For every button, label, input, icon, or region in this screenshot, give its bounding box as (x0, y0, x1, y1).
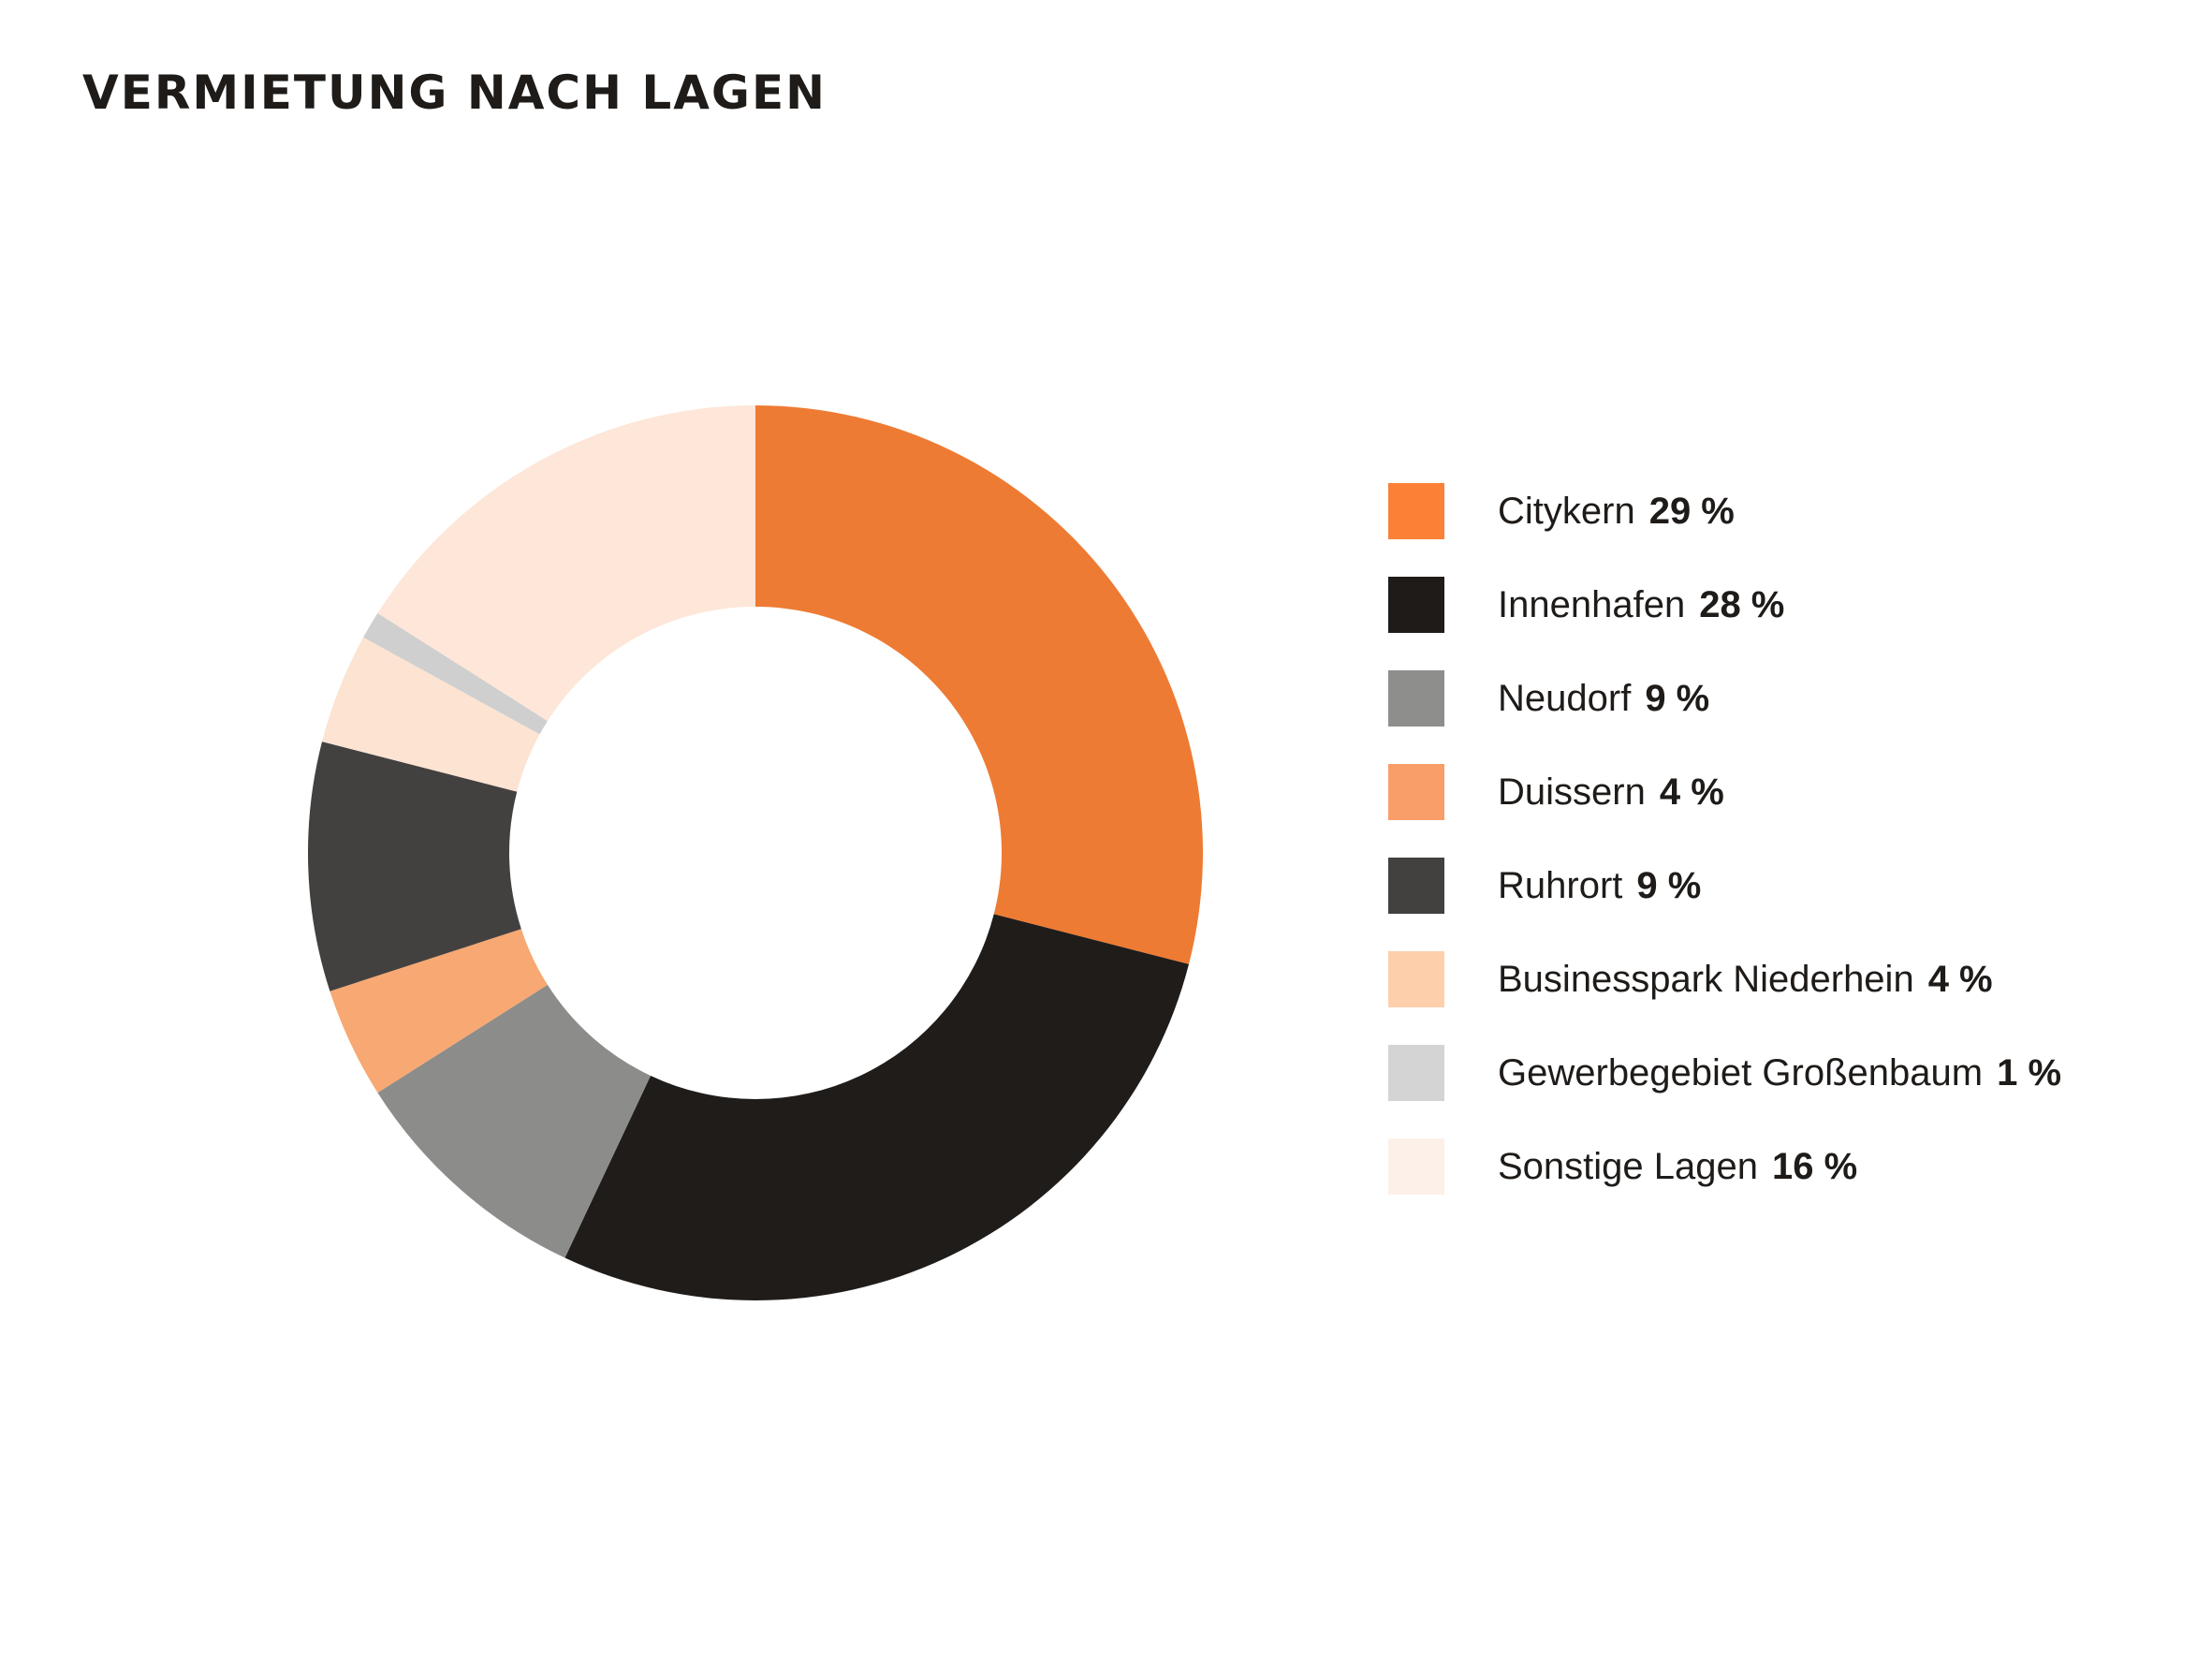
legend-item-businesspark-niederhein: Businesspark Niederhein 4 % (1388, 951, 2061, 1007)
pie-slice-duissern (330, 929, 548, 1094)
legend-swatch-gewerbegebiet-gro-enbaum (1388, 1045, 1444, 1101)
legend-value: 9 % (1645, 677, 1710, 719)
legend-swatch-ruhrort (1388, 858, 1444, 914)
legend-item-gewerbegebiet-gro-enbaum: Gewerbegebiet Großenbaum 1 % (1388, 1045, 2061, 1101)
legend-label: Duissern (1498, 771, 1646, 813)
legend-item-ruhrort: Ruhrort 9 % (1388, 858, 2061, 914)
legend-value: 4 % (1659, 771, 1724, 813)
legend-item-innenhafen: Innenhafen 28 % (1388, 577, 2061, 633)
legend-value: 16 % (1772, 1145, 1858, 1187)
pie-slice-gewerbegebiet-gro-enbaum (363, 612, 548, 735)
legend-item-neudorf: Neudorf 9 % (1388, 670, 2061, 727)
legend-label: Gewerbegebiet Großenbaum (1498, 1051, 1984, 1094)
legend-label: Sonstige Lagen (1498, 1145, 1759, 1187)
pie-slice-sonstige-lagen (377, 405, 755, 722)
chart-legend: Citykern 29 % Innenhafen 28 % Neudorf 9 % Duis… (1388, 483, 2061, 1232)
legend-value: 1 % (1997, 1051, 2062, 1094)
legend-value: 9 % (1636, 864, 1702, 906)
donut-chart (308, 405, 1203, 1300)
legend-item-sonstige-lagen: Sonstige Lagen 16 % (1388, 1138, 2061, 1195)
legend-value: 29 % (1648, 490, 1735, 532)
legend-swatch-duissern (1388, 764, 1444, 820)
legend-swatch-sonstige-lagen (1388, 1138, 1444, 1195)
chart-title: VERMIETUNG NACH LAGEN (82, 66, 827, 120)
legend-swatch-neudorf (1388, 670, 1444, 727)
legend-item-citykern: Citykern 29 % (1388, 483, 2061, 539)
legend-label: Innenhafen (1498, 583, 1686, 625)
legend-label: Citykern (1498, 490, 1635, 532)
legend-swatch-businesspark-niederhein (1388, 951, 1444, 1007)
pie-slice-innenhafen (564, 914, 1189, 1300)
legend-item-duissern: Duissern 4 % (1388, 764, 2061, 820)
pie-slice-citykern (755, 405, 1203, 964)
pie-slice-ruhrort (308, 741, 521, 991)
legend-label: Neudorf (1498, 677, 1632, 719)
legend-swatch-innenhafen (1388, 577, 1444, 633)
legend-value: 4 % (1927, 958, 1993, 1000)
legend-value: 28 % (1699, 583, 1785, 625)
legend-swatch-citykern (1388, 483, 1444, 539)
legend-label: Businesspark Niederhein (1498, 958, 1914, 1000)
pie-slice-businesspark-niederhein (322, 637, 540, 792)
pie-slice-neudorf (377, 984, 652, 1258)
legend-label: Ruhrort (1498, 864, 1623, 906)
